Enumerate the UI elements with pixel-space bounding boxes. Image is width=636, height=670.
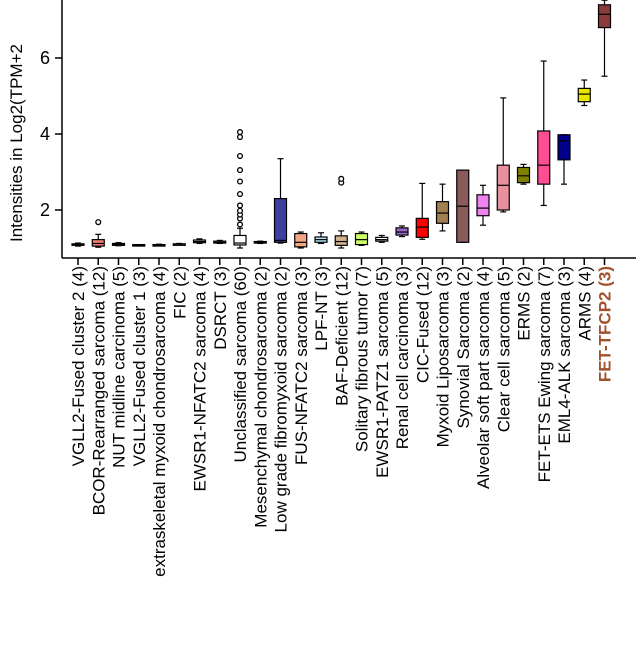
category-label: EWSR1-NFATC2 sarcoma (4)	[191, 266, 210, 491]
box-18	[435, 183, 450, 232]
outlier-point	[236, 129, 244, 136]
y-tick-label: 4	[40, 124, 50, 144]
box-5	[172, 242, 186, 246]
category-label: BCOR-Rearranged sarcoma (12)	[89, 266, 108, 515]
outlier-point	[236, 190, 244, 198]
y-axis-title: Intensities in Log2(TPM+2	[7, 44, 26, 242]
box-3	[132, 243, 146, 247]
box-25	[577, 79, 591, 107]
box-2	[111, 242, 126, 247]
category-label: EWSR1-PATZ1 sarcoma (5)	[373, 266, 392, 478]
category-label: VGLL2-Fused cluster 1 (3)	[130, 266, 149, 466]
box-15	[375, 234, 389, 243]
category-label: Unclassified sarcoma (60)	[231, 266, 250, 463]
box-9	[253, 240, 267, 245]
chart-axes: 2 4 6	[40, 0, 636, 265]
category-label: Mesenchymal chondrosarcoma (2)	[251, 266, 270, 528]
category-label: BAF-Deficient (12)	[332, 266, 351, 406]
box-23	[537, 60, 551, 207]
box-iqr	[516, 166, 531, 184]
category-label: NUT midline carcinoma (5)	[110, 266, 129, 468]
outlier-point	[236, 133, 244, 141]
box-19	[456, 169, 470, 243]
category-label: CIC-Fused (12)	[413, 266, 432, 383]
y-tick-label: 6	[40, 48, 50, 68]
outlier-point	[236, 152, 244, 160]
box-iqr	[233, 234, 247, 246]
category-label: Myxoid Liposarcoma (3)	[434, 266, 453, 447]
box-20	[476, 184, 490, 226]
outlier-point	[95, 219, 102, 226]
box-iqr	[334, 235, 348, 246]
outlier-point	[236, 167, 244, 174]
outlier-point	[338, 175, 345, 182]
outlier-point	[236, 221, 244, 228]
category-label-highlight: FET-TFCP2 (3)	[596, 266, 615, 382]
box-21	[496, 97, 510, 213]
category-label: FUS-NFATC2 sarcoma (3)	[292, 266, 311, 465]
box-iqr	[557, 134, 571, 161]
category-label: Clear cell sarcoma (5)	[494, 266, 513, 432]
category-label: VGLL2-Fused cluster 2 (4)	[69, 266, 88, 466]
category-label: Renal cell carcinoma (3)	[393, 266, 412, 449]
category-label: LPF-NT (3)	[312, 266, 331, 351]
box-series	[71, 0, 612, 249]
category-label: Alveolar soft part sarcoma (4)	[474, 266, 493, 489]
box-8	[233, 129, 247, 249]
box-16	[395, 225, 409, 238]
box-iqr	[496, 164, 510, 211]
box-26	[597, 0, 612, 77]
box-iqr	[273, 198, 288, 243]
box-iqr	[597, 4, 612, 29]
category-label: EML4-ALK sarcoma (3)	[555, 266, 574, 444]
outlier-point	[236, 178, 244, 185]
box-13	[334, 175, 348, 249]
box-22	[516, 163, 531, 185]
box-17	[415, 182, 429, 240]
box-12	[314, 232, 328, 245]
y-tick-label: 2	[40, 200, 50, 220]
category-label: FET-ETS Ewing sarcoma (7)	[535, 266, 554, 482]
box-1	[91, 219, 105, 248]
category-label: Low grade fibromyxoid sarcoma (2)	[272, 266, 291, 532]
box-14	[354, 231, 369, 246]
category-label: extraskeletal myxoid chondrosarcoma (4)	[150, 266, 169, 577]
outlier-point	[236, 202, 244, 209]
box-4	[152, 243, 166, 247]
category-label: ARMS (4)	[575, 266, 594, 341]
box-iqr	[476, 194, 490, 217]
box-6	[192, 238, 207, 245]
category-label: Solitary fibrous tumor (7)	[353, 266, 372, 452]
box-24	[557, 134, 571, 185]
category-label: ERMS (2)	[515, 266, 534, 341]
category-labels: VGLL2-Fused cluster 2 (4) BCOR-Rearranged…	[69, 266, 615, 577]
box-10	[273, 158, 288, 244]
box-iqr	[415, 217, 429, 238]
box-iqr	[577, 87, 591, 103]
box-11	[294, 231, 308, 249]
outlier-point	[236, 207, 244, 214]
box-7	[213, 239, 227, 245]
box-iqr	[537, 130, 551, 185]
box-0	[71, 242, 85, 247]
category-label: Synovial Sarcoma (2)	[454, 266, 473, 429]
category-label: FIC (2)	[170, 266, 189, 319]
category-label: DSRCT (3)	[211, 266, 230, 350]
box-iqr	[294, 232, 308, 248]
